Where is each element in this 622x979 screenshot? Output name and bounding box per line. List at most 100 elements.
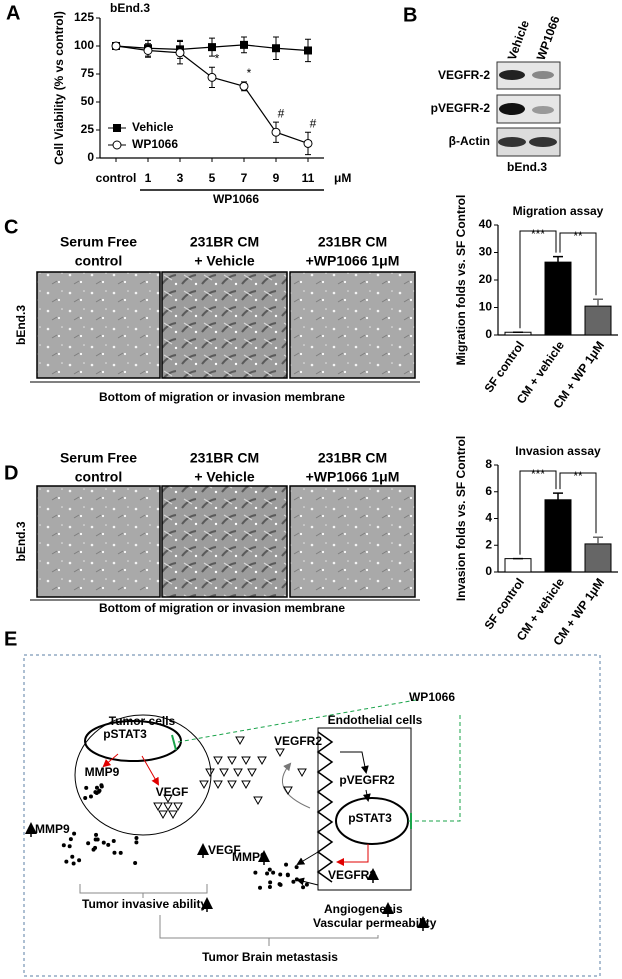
vegf-triangle	[241, 780, 251, 790]
vegf-triangle	[247, 768, 257, 778]
vegf-triangle	[163, 802, 173, 812]
mmp9-dot	[84, 785, 89, 790]
bar	[584, 305, 612, 336]
legend-marker	[112, 140, 122, 150]
point	[272, 44, 280, 53]
point	[143, 45, 153, 55]
diagram-label: MMP9	[85, 765, 120, 779]
mmp9-dot	[111, 838, 116, 843]
point	[239, 81, 249, 91]
significance-label: ***	[531, 467, 545, 481]
diagram-label: VEGFR2	[274, 734, 322, 748]
mmp9-dot	[88, 794, 93, 799]
x-tick-label: 1	[145, 171, 152, 185]
bar	[584, 543, 612, 573]
mmp9-dot	[253, 870, 258, 875]
diagram-label: Angiogenesis	[324, 902, 403, 916]
diagram-label: VEGF	[208, 843, 241, 857]
vegf-triangle	[158, 810, 168, 820]
point	[208, 43, 216, 52]
y-tick-label: 20	[479, 272, 493, 286]
condition-label: Serum Free	[60, 234, 137, 250]
x-tick-label: 7	[241, 171, 248, 185]
panel-label: E	[4, 628, 17, 650]
y-tick-label: 10	[479, 300, 493, 314]
blot-cell-line: bEnd.3	[507, 160, 547, 174]
panel-label: C	[4, 216, 18, 238]
diagram-label: WP1066	[409, 690, 455, 704]
blot-row-label: VEGFR-2	[438, 68, 490, 82]
mmp9-dot	[118, 850, 123, 855]
mmp9-dot	[112, 850, 117, 855]
diagram-label: pVEGFR2	[339, 773, 395, 787]
mmp9-dot	[134, 840, 139, 845]
mmp9-dot	[133, 861, 138, 866]
diagram-label: VEGFR2	[328, 868, 376, 882]
y-tick-label: 6	[485, 484, 492, 498]
point	[111, 41, 121, 51]
vegf-triangle	[205, 768, 215, 778]
condition-label: + Vehicle	[194, 253, 255, 269]
condition-label: 231BR CM	[318, 450, 387, 466]
y-axis-label: Migration folds vs. SF Control	[454, 195, 468, 366]
vegf-triangle	[233, 768, 243, 778]
vegf-triangle	[227, 756, 237, 766]
mmp9-dot	[271, 870, 276, 875]
x-tick-label: 3	[177, 171, 184, 185]
mmp9-dot	[99, 784, 104, 789]
vegf-triangle	[283, 786, 293, 796]
vegf-triangle	[275, 748, 285, 758]
chart-title: Invasion assay	[515, 444, 601, 458]
diagram-label: Tumor invasive ability	[82, 897, 207, 911]
mmp9-dot	[278, 882, 283, 887]
vegf-triangle	[173, 802, 183, 812]
lane-label: Vehicle	[505, 18, 532, 62]
blot-row-label: pVEGFR-2	[431, 101, 491, 115]
vegf-triangle	[153, 802, 163, 812]
condition-label: Serum Free	[60, 450, 137, 466]
panel-label: A	[6, 2, 20, 24]
y-tick-label: 100	[74, 38, 94, 52]
vegf-triangle	[253, 796, 263, 806]
mmp9-dot	[304, 882, 309, 887]
x-tick-label: SF control	[482, 339, 528, 396]
cell-line-label: bEnd.3	[14, 305, 28, 345]
y-tick-label: 40	[479, 217, 493, 231]
condition-label: 231BR CM	[190, 234, 259, 250]
x-tick-label: 9	[273, 171, 280, 185]
condition-label: +WP1066 1μM	[306, 469, 400, 485]
legend-marker	[113, 124, 121, 132]
membrane-caption: Bottom of migration or invasion membrane	[99, 601, 345, 615]
mmp9-dot	[93, 845, 98, 850]
chart-title: bEnd.3	[110, 1, 150, 15]
mmp9-dot	[72, 831, 77, 836]
condition-label: 231BR CM	[318, 234, 387, 250]
mmp9-dot	[95, 837, 100, 842]
mmp9-dot	[294, 865, 299, 870]
y-axis-label: Cell Viability (% vs control)	[52, 11, 66, 165]
y-tick-label: 8	[485, 457, 492, 471]
significance-bracket	[559, 472, 597, 534]
y-tick-label: 25	[81, 122, 95, 136]
significance-label: ***	[531, 227, 545, 241]
vegf-triangle	[199, 780, 209, 790]
cell-line-label: bEnd.3	[14, 521, 28, 561]
diagram-label: Vascular permeability	[313, 916, 437, 930]
mmp9-dot	[285, 873, 290, 878]
mmp9-dot	[71, 861, 76, 866]
vegf-triangle	[163, 794, 173, 804]
bar	[544, 261, 572, 336]
micrograph	[36, 271, 161, 379]
point	[240, 40, 248, 49]
mmp9-dot	[278, 872, 283, 877]
error-bar	[593, 536, 603, 544]
annotation: *	[215, 51, 220, 65]
mmp9-dot	[96, 789, 101, 794]
mmp9-dot	[70, 854, 75, 859]
annotation: *	[247, 66, 252, 80]
y-axis-label: Invasion folds vs. SF Control	[454, 436, 468, 601]
y-tick-label: 50	[81, 94, 95, 108]
panel-label: D	[4, 462, 18, 484]
annotation: #	[310, 116, 317, 130]
x-unit: μM	[334, 171, 351, 185]
